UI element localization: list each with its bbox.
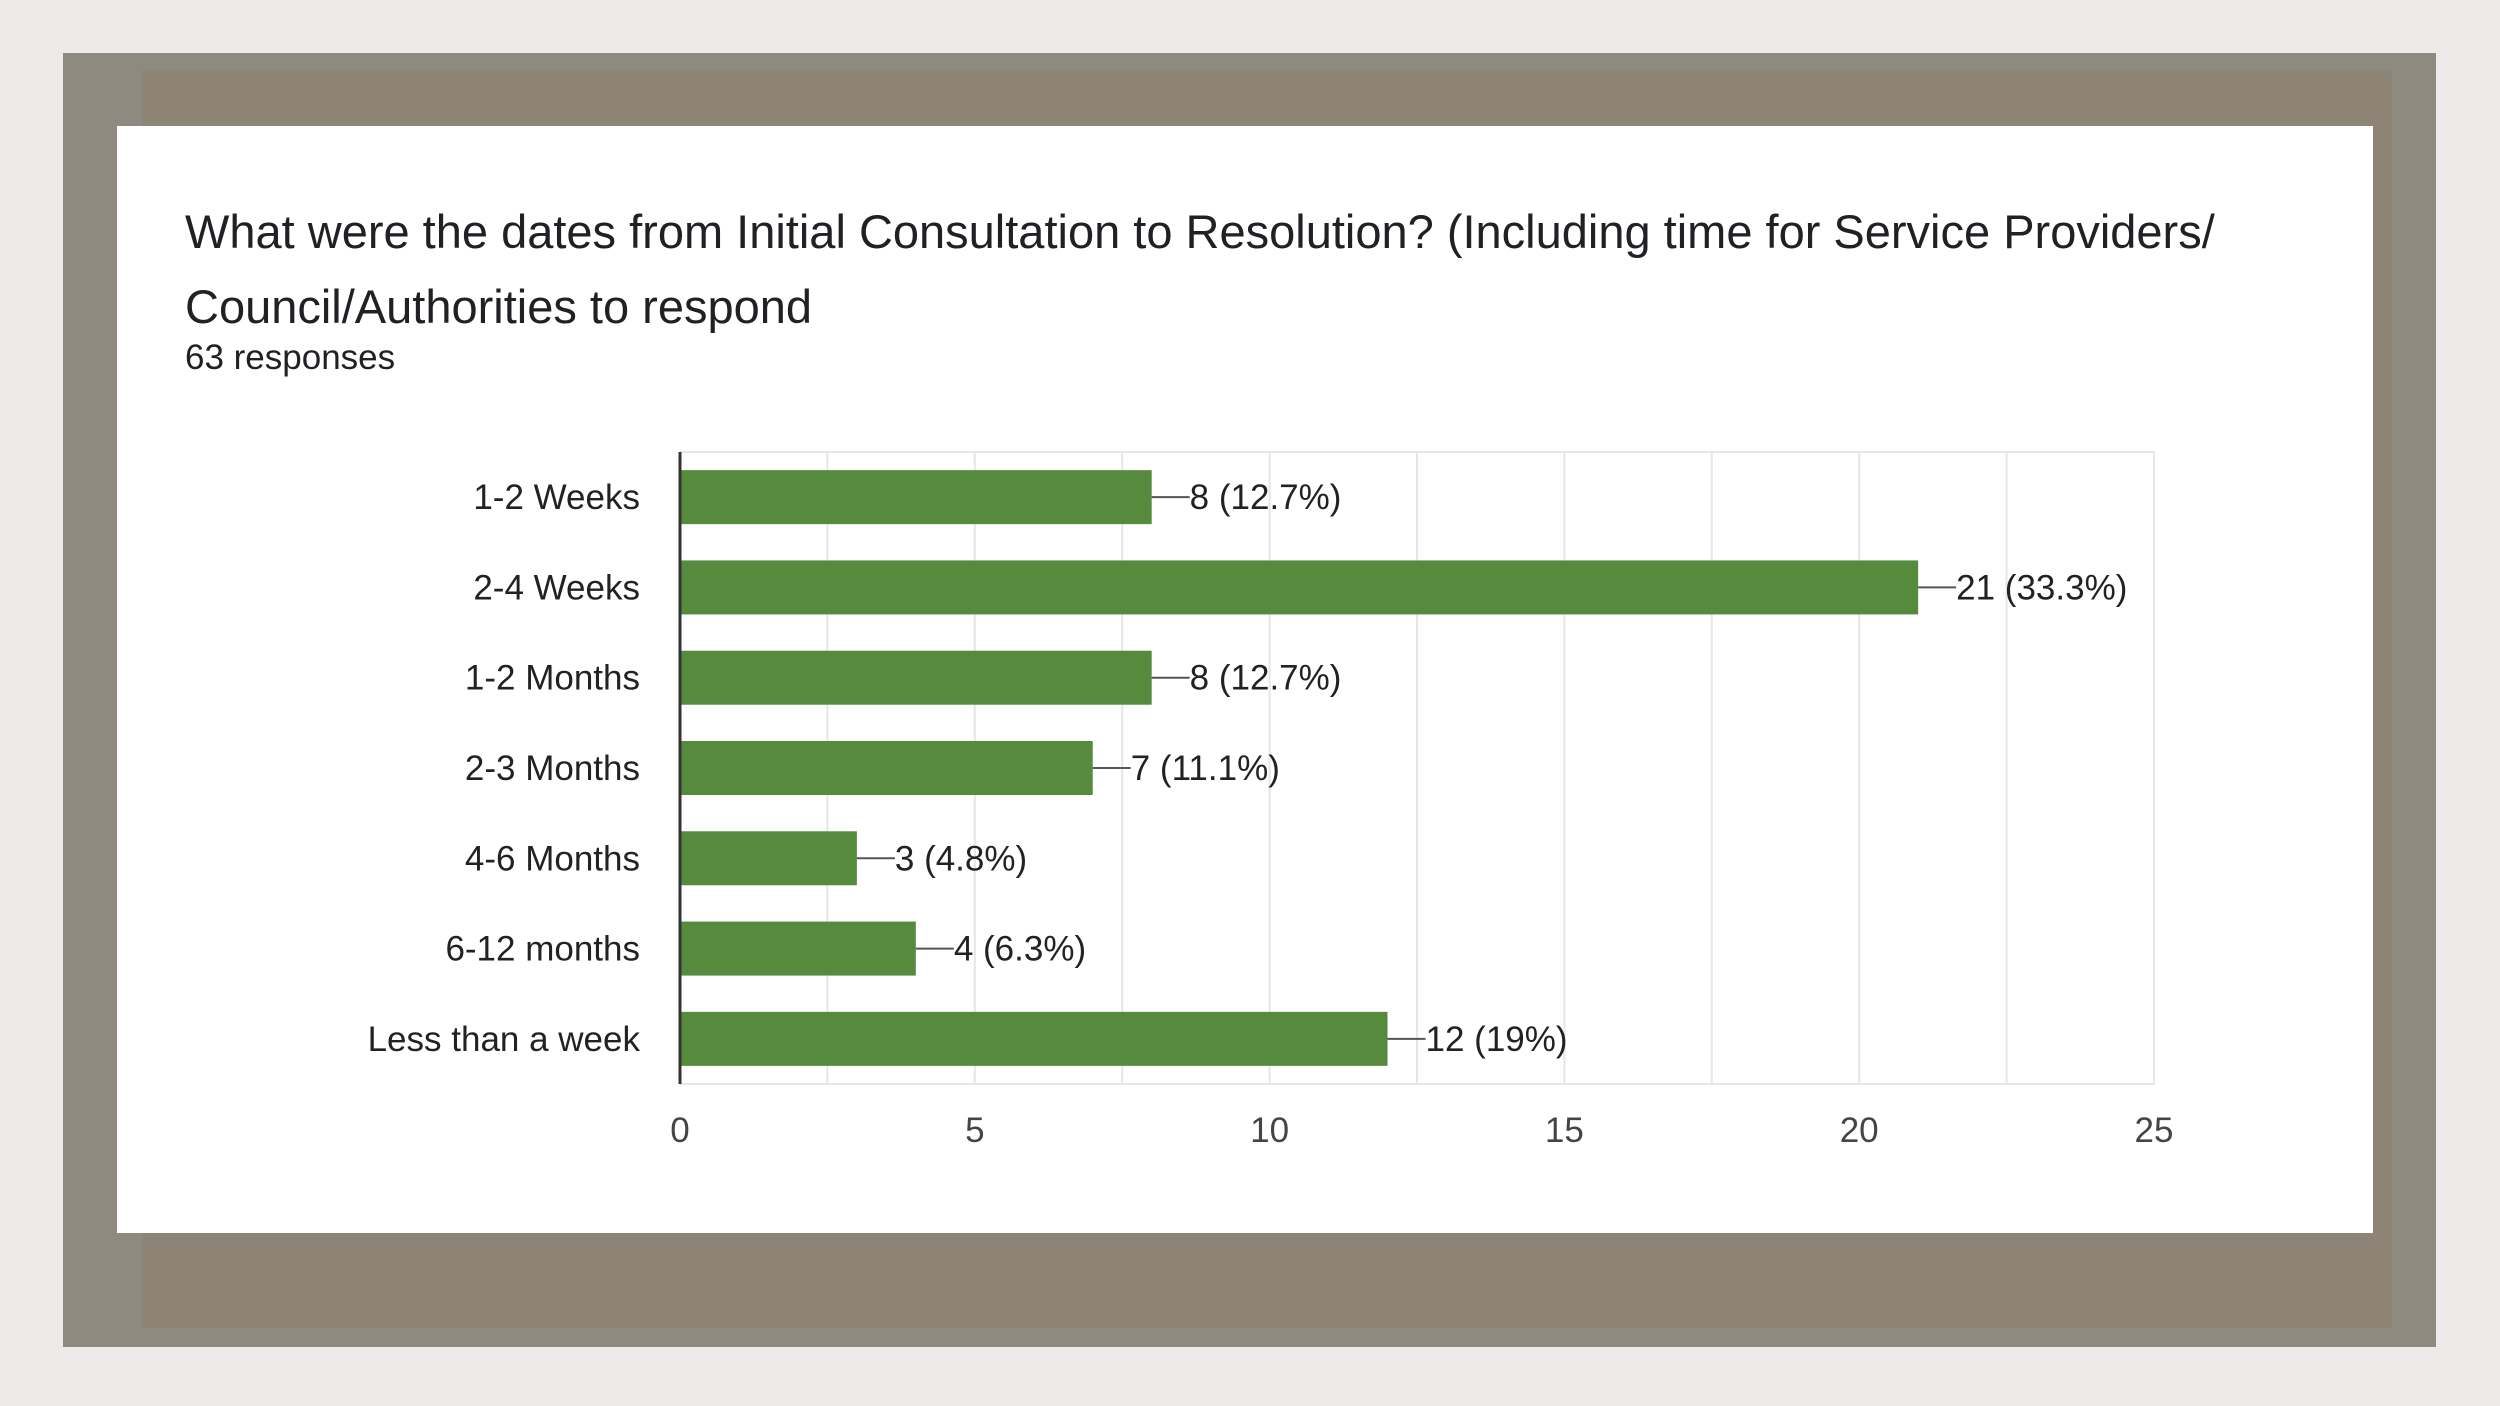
x-tick-label: 10 <box>1250 1111 1289 1150</box>
category-label: 4-6 Months <box>465 839 640 878</box>
data-label: 21 (33.3%) <box>1956 568 2127 607</box>
bar-2 <box>680 560 1919 615</box>
chart-card: What were the dates from Initial Consult… <box>117 126 2373 1233</box>
data-label: 12 (19%) <box>1426 1020 1568 1059</box>
x-tick-label: 15 <box>1545 1111 1584 1150</box>
category-label: Less than a week <box>368 1020 641 1059</box>
category-label: 2-4 Weeks <box>473 568 640 607</box>
data-label: 7 (11.1%) <box>1131 749 1280 788</box>
x-tick-label: 20 <box>1840 1111 1879 1150</box>
bar-1 <box>680 470 1152 525</box>
data-label: 8 (12.7%) <box>1190 659 1342 698</box>
category-label: 2-3 Months <box>465 749 640 788</box>
bar-5 <box>680 831 857 886</box>
category-label: 6-12 months <box>445 930 640 969</box>
bar-chart: 1-2 Weeks 8 (12.7%) 2-4 Weeks 21 (33.3%) 1-2… <box>368 451 2174 1150</box>
bar-3 <box>680 650 1152 705</box>
bar-4 <box>680 741 1093 795</box>
category-label: 1-2 Months <box>465 659 640 698</box>
response-count: 63 responses <box>185 338 396 377</box>
x-tick-label: 25 <box>2135 1111 2174 1150</box>
bar-7 <box>680 1011 1388 1066</box>
data-label: 4 (6.3%) <box>954 930 1086 969</box>
x-tick-label: 5 <box>965 1111 984 1150</box>
question-title: What were the dates from Initial Consult… <box>185 205 2215 333</box>
data-label: 3 (4.8%) <box>895 839 1027 878</box>
category-label: 1-2 Weeks <box>473 478 640 517</box>
bar-6 <box>680 921 916 976</box>
x-tick-label: 0 <box>670 1111 689 1150</box>
data-label: 8 (12.7%) <box>1190 478 1342 517</box>
